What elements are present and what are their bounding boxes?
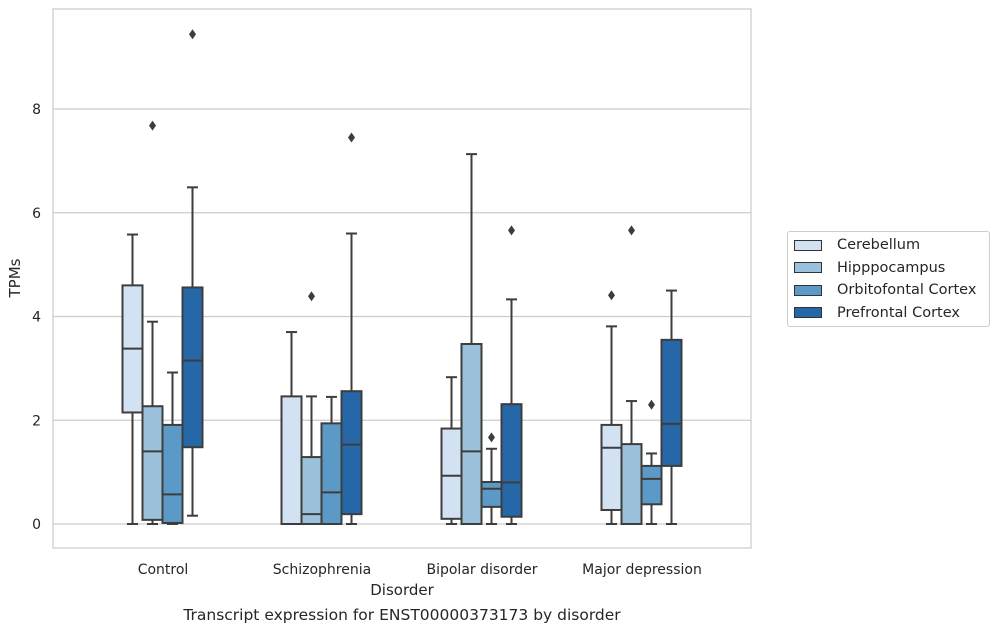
- legend-label: Hipppocampus: [837, 259, 946, 276]
- box-group: [161, 371, 184, 525]
- box-group: [500, 225, 523, 525]
- x-tick-label: Bipolar disorder: [426, 562, 537, 578]
- plot-area-frame: [52, 8, 752, 549]
- legend-swatch: [794, 239, 822, 251]
- box-group: [640, 399, 663, 525]
- outlier-point: [648, 399, 655, 410]
- series-prefrontal-cortex: [181, 29, 683, 525]
- box: [620, 443, 643, 525]
- legend-item: Prefrontal Cortex: [794, 303, 960, 323]
- legend: Cerebellum Hipppocampus Orbitofontal Corte…: [787, 231, 990, 327]
- legend-item: Orbitofontal Cortex: [794, 280, 976, 300]
- box-group: [181, 29, 204, 517]
- outlier-point: [628, 225, 635, 236]
- y-tick-label: 0: [32, 517, 41, 533]
- box-group: [280, 331, 303, 526]
- box-group: [320, 395, 343, 525]
- box: [280, 395, 303, 526]
- legend-label: Prefrontal Cortex: [837, 304, 960, 321]
- box-group: [300, 291, 323, 525]
- box-plot-series: [121, 29, 683, 526]
- box: [181, 286, 204, 449]
- y-tick-label: 8: [32, 102, 41, 118]
- legend-swatch: [794, 307, 822, 318]
- outlier-point: [149, 120, 156, 131]
- outlier-point: [508, 225, 515, 236]
- outlier-point: [189, 29, 196, 40]
- y-tick-label: 6: [32, 206, 41, 222]
- box: [141, 405, 164, 521]
- legend-swatch: [794, 284, 822, 296]
- box: [500, 403, 523, 518]
- box-group: [340, 132, 363, 525]
- y-axis-label: TPMs: [6, 258, 24, 298]
- box: [600, 423, 623, 511]
- outlier-point: [348, 132, 355, 143]
- legend-label: Cerebellum: [837, 237, 921, 253]
- y-axis-ticks: 0 2 4 6 8: [32, 102, 41, 533]
- series-hipppocampus: [141, 120, 643, 525]
- box: [161, 423, 184, 524]
- y-tick-label: 4: [32, 310, 41, 326]
- outlier-point: [488, 432, 495, 443]
- outlier-point: [308, 291, 315, 302]
- legend-item: Hipppocampus: [794, 258, 945, 278]
- box-group: [620, 225, 643, 525]
- legend-item: Cerebellum: [794, 235, 920, 255]
- box-group: [141, 120, 164, 525]
- box: [640, 464, 663, 506]
- outlier-point: [608, 290, 615, 301]
- box-group: [460, 153, 483, 525]
- legend-label: Orbitofontal Cortex: [837, 282, 977, 298]
- box-group: [440, 376, 463, 525]
- box-group: [480, 432, 503, 525]
- box-group: [660, 289, 683, 525]
- box-group: [121, 233, 144, 525]
- box: [440, 427, 463, 520]
- box: [660, 338, 683, 467]
- x-axis-label: Disorder: [370, 581, 434, 599]
- figure-caption: Transcript expression for ENST0000037317…: [183, 606, 621, 624]
- x-tick-label: Major depression: [582, 562, 702, 578]
- x-axis-ticks: Control Schizophrenia Bipolar disorder Majo…: [138, 562, 702, 578]
- box: [340, 390, 363, 516]
- box: [480, 480, 503, 508]
- box: [460, 342, 483, 525]
- box: [320, 422, 343, 525]
- series-cerebellum: [121, 233, 623, 526]
- series-orbitofontal-cortex: [161, 371, 663, 525]
- x-tick-label: Schizophrenia: [273, 562, 371, 578]
- y-tick-label: 2: [32, 413, 41, 429]
- box-group: [600, 290, 623, 525]
- x-tick-label: Control: [138, 562, 189, 578]
- legend-swatch: [794, 262, 822, 273]
